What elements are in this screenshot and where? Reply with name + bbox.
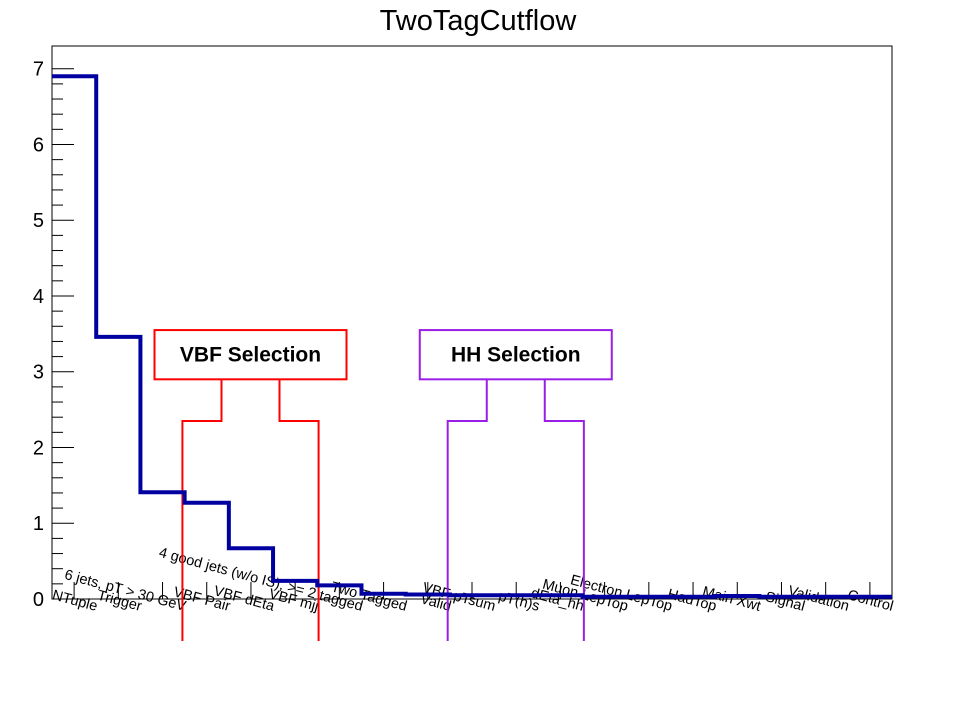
cutflow-bin	[406, 594, 450, 599]
y-tick-label: 4	[33, 286, 44, 308]
y-tick-label: 1	[33, 513, 44, 535]
selection-bracket-line	[446, 379, 585, 641]
cutflow-bin	[494, 595, 538, 599]
cutflow-bin	[229, 548, 273, 599]
y-tick-label: 3	[33, 362, 44, 384]
selection-label: VBF Selection	[180, 344, 321, 367]
cutflow-bin	[140, 492, 184, 599]
cutflow-bin	[848, 597, 892, 599]
y-tick-label: 2	[33, 437, 44, 459]
cutflow-bin	[583, 597, 627, 599]
cutflow-bin	[52, 76, 96, 599]
cutflow-line	[52, 74, 892, 599]
cutflow-bin	[96, 337, 140, 599]
cutflow-bin	[627, 597, 671, 599]
cutflow-bin	[361, 594, 405, 599]
cutflow-bin	[450, 595, 494, 599]
cutflow-bin	[317, 585, 361, 599]
cutflow-bin	[715, 596, 759, 599]
y-tick-label: 0	[33, 589, 44, 611]
selection-label-box	[418, 329, 613, 381]
cutflow-bin	[538, 595, 582, 599]
cutflow-bin	[671, 597, 715, 599]
selection-bracket: HH Selection	[418, 329, 613, 641]
cutflow-bin	[185, 503, 229, 599]
selection-bracket-line	[181, 379, 320, 641]
cutflow-series	[52, 74, 892, 599]
y-tick-label: 5	[33, 210, 44, 232]
selection-label-box	[153, 329, 348, 381]
cutflow-bin	[759, 597, 803, 599]
chart-title: TwoTagCutflow	[380, 5, 578, 37]
selection-annotations: VBF Selection HH Selection	[153, 329, 613, 641]
x-tick-label: Valid	[419, 591, 453, 615]
y-tick-label: 7	[33, 59, 44, 81]
y-axis: 0 1 2 3 4 5 6 7	[33, 59, 74, 611]
y-tick-label: 6	[33, 134, 44, 156]
cutflow-bin	[273, 581, 317, 599]
cutflow-bin	[804, 597, 848, 599]
selection-label: HH Selection	[451, 344, 581, 367]
selection-bracket: VBF Selection	[153, 329, 348, 641]
